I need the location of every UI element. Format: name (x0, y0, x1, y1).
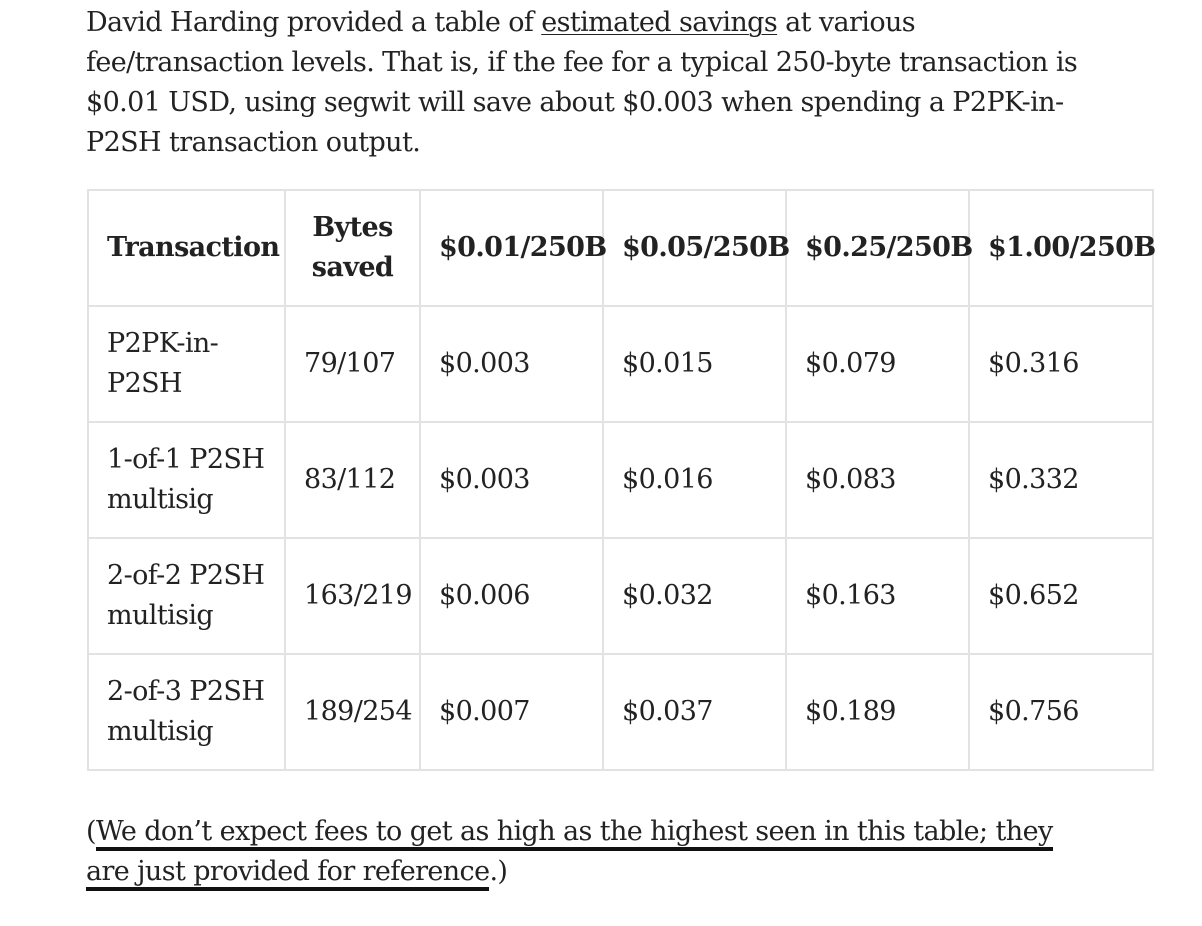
intro-text-before: David Harding provided a table of (86, 7, 542, 38)
header-fee-005: $0.05/250B (602, 189, 790, 307)
cell-fee-001: $0.007 (419, 653, 604, 771)
cell-fee-005: $0.016 (602, 421, 787, 539)
intro-paragraph: David Harding provided a table of estima… (86, 3, 1086, 163)
cell-fee-025: $0.163 (785, 537, 970, 655)
reference-note: (We don’t expect fees to get as high as … (86, 812, 1086, 892)
note-emphasized-text: We don’t expect fees to get as high as t… (86, 816, 1053, 891)
header-bytes-saved: Bytes saved (284, 189, 421, 307)
estimated-savings-link[interactable]: estimated savings (541, 7, 778, 38)
header-fee-001: $0.01/250B (419, 189, 607, 307)
header-fee-100: $1.00/250B (968, 189, 1156, 307)
cell-fee-100: $0.332 (968, 421, 1154, 539)
cell-fee-025: $0.079 (785, 305, 970, 423)
table-row: 1-of-1 P2SH multisig 83/112 $0.003 $0.01… (87, 421, 1154, 539)
cell-fee-100: $0.756 (968, 653, 1154, 771)
cell-fee-100: $0.652 (968, 537, 1154, 655)
cell-transaction: P2PK-in-P2SH (87, 305, 286, 423)
cell-fee-001: $0.003 (419, 305, 604, 423)
cell-bytes-saved: 189/254 (284, 653, 421, 771)
table-row: 2-of-3 P2SH multisig 189/254 $0.007 $0.0… (87, 653, 1154, 771)
note-close: .) (489, 856, 508, 887)
header-fee-025: $0.25/250B (785, 189, 973, 307)
cell-fee-005: $0.037 (602, 653, 787, 771)
cell-fee-001: $0.006 (419, 537, 604, 655)
cell-fee-005: $0.015 (602, 305, 787, 423)
intro-text-after: at various fee/transaction levels. That … (86, 7, 1078, 158)
cell-fee-100: $0.316 (968, 305, 1154, 423)
cell-fee-001: $0.003 (419, 421, 604, 539)
table-header-row: Transaction Bytes saved $0.01/250B $0.05… (87, 189, 1156, 307)
cell-transaction: 1-of-1 P2SH multisig (87, 421, 286, 539)
cell-transaction: 2-of-3 P2SH multisig (87, 653, 286, 771)
cell-fee-005: $0.032 (602, 537, 787, 655)
cell-bytes-saved: 79/107 (284, 305, 421, 423)
savings-table: Transaction Bytes saved $0.01/250B $0.05… (87, 189, 1156, 771)
cell-fee-025: $0.189 (785, 653, 970, 771)
table-row: 2-of-2 P2SH multisig 163/219 $0.006 $0.0… (87, 537, 1154, 655)
header-transaction: Transaction (87, 189, 286, 307)
cell-bytes-saved: 163/219 (284, 537, 421, 655)
table-row: P2PK-in-P2SH 79/107 $0.003 $0.015 $0.079… (87, 305, 1154, 423)
cell-fee-025: $0.083 (785, 421, 970, 539)
cell-transaction: 2-of-2 P2SH multisig (87, 537, 286, 655)
cell-bytes-saved: 83/112 (284, 421, 421, 539)
note-open-paren: ( (86, 816, 97, 847)
